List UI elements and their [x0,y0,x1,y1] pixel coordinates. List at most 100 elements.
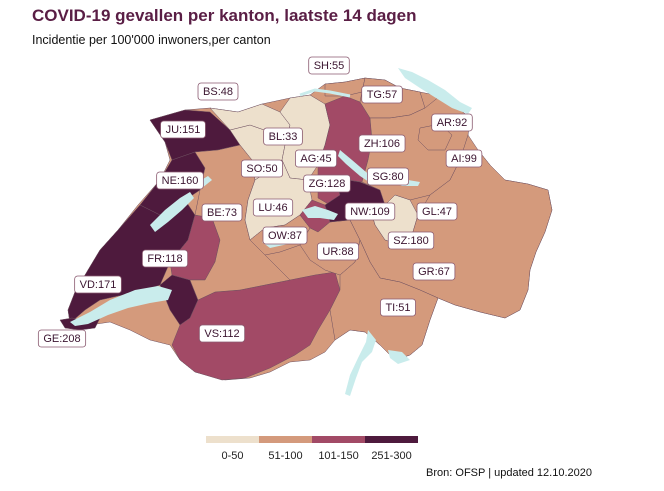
label-box-SG [367,167,409,186]
canton-regions [59,77,553,381]
legend-swatch-0 [206,436,259,443]
source-note: Bron: OFSP | updated 12.10.2020 [426,467,592,479]
label-NW: NW:109 [344,202,396,221]
label-text-ZG: ZG:128 [309,178,346,190]
label-box-SH [308,56,350,75]
legend-label-1: 51-100 [268,450,302,462]
label-box-GE [37,329,87,348]
label-text-BL: BL:33 [269,131,298,143]
label-text-BE: BE:73 [207,207,237,219]
label-NE: NE:160 [156,171,204,190]
label-BE: BE:73 [201,203,243,222]
label-box-GL [416,202,458,221]
label-box-JU [160,120,206,139]
label-GE: GE:208 [37,329,87,348]
legend-swatch-3 [365,436,418,443]
label-text-GL: GL:47 [422,206,452,218]
label-box-TI [380,298,416,317]
label-box-OW [262,226,308,245]
label-text-TG: TG:57 [367,89,398,101]
label-box-NW [344,202,396,221]
label-SO: SO:50 [241,159,283,178]
label-BL: BL:33 [263,127,303,146]
legend-label-0: 0-50 [221,450,243,462]
lake-maggiore [345,330,376,396]
lake-lugano [388,350,410,364]
lake-geneva [70,286,172,326]
label-AG: AG:45 [295,149,337,168]
label-GR: GR:67 [412,262,456,281]
label-text-AI: AI:99 [451,153,477,165]
label-box-BL [263,127,303,146]
label-AI: AI:99 [445,149,483,168]
label-text-VS: VS:112 [204,328,239,340]
label-TI: TI:51 [380,298,416,317]
label-text-NW: NW:109 [350,206,390,218]
rhine-river [299,88,351,98]
label-OW: OW:87 [262,226,308,245]
map-subtitle: Incidentie per 100'000 inwoners,per cant… [32,33,271,47]
label-SZ: SZ:180 [387,231,435,250]
label-text-SO: SO:50 [246,163,277,175]
label-text-JU: JU:151 [166,124,201,136]
label-VS: VS:112 [198,324,246,343]
label-SH: SH:55 [308,56,350,75]
label-box-VD [74,275,122,294]
legend-swatch-1 [259,436,312,443]
label-text-BS: BS:48 [203,86,233,98]
lake-zurich [338,150,376,184]
label-text-AR: AR:92 [437,117,468,129]
label-box-AR [431,113,473,132]
label-JU: JU:151 [160,120,206,139]
label-box-BE [201,203,243,222]
label-text-TI: TI:51 [385,302,410,314]
label-text-ZH: ZH:106 [364,138,400,150]
label-box-GR [412,262,456,281]
legend-label-3: 251-300 [371,450,411,462]
label-text-SH: SH:55 [314,60,345,72]
label-text-GE: GE:208 [43,333,80,345]
legend-swatch-2 [312,436,365,443]
canton-labels: SH:55 BS:48 TG:57 JU:151 BL:33 AR:92 ZH:106 AG:… [37,56,483,348]
label-text-FR: FR:118 [147,253,182,265]
label-SG: SG:80 [367,167,409,186]
label-text-UR: UR:88 [322,246,353,258]
label-box-SO [241,159,283,178]
label-TG: TG:57 [361,85,403,104]
label-ZG: ZG:128 [303,174,351,193]
label-box-LU [252,198,294,217]
label-box-UR [317,242,359,261]
label-VD: VD:171 [74,275,122,294]
label-text-SG: SG:80 [372,171,403,183]
label-box-ZG [303,174,351,193]
label-text-AG: AG:45 [300,153,331,165]
label-GL: GL:47 [416,202,458,221]
label-text-LU: LU:46 [258,202,287,214]
label-FR: FR:118 [141,249,189,268]
label-UR: UR:88 [317,242,359,261]
label-box-BS [197,82,239,101]
label-box-TG [361,85,403,104]
label-ZH: ZH:106 [358,134,406,153]
label-text-GR: GR:67 [418,266,450,278]
label-box-FR [141,249,189,268]
legend: 0-50 51-100 101-150 251-300 [206,436,418,462]
label-text-SZ: SZ:180 [393,235,428,247]
label-text-VD: VD:171 [80,279,117,291]
lake-lucerne [302,206,338,220]
label-box-AI [445,149,483,168]
label-box-AG [295,149,337,168]
label-box-VS [198,324,246,343]
legend-label-2: 101-150 [318,450,358,462]
lake-neuchatel [150,192,194,232]
label-AR: AR:92 [431,113,473,132]
label-box-SZ [387,231,435,250]
label-box-ZH [358,134,406,153]
label-text-NE: NE:160 [162,175,199,187]
map-title: COVID-19 gevallen per kanton, laatste 14… [32,6,417,25]
label-LU: LU:46 [252,198,294,217]
label-BS: BS:48 [197,82,239,101]
label-text-OW: OW:87 [268,230,302,242]
label-box-NE [156,171,204,190]
